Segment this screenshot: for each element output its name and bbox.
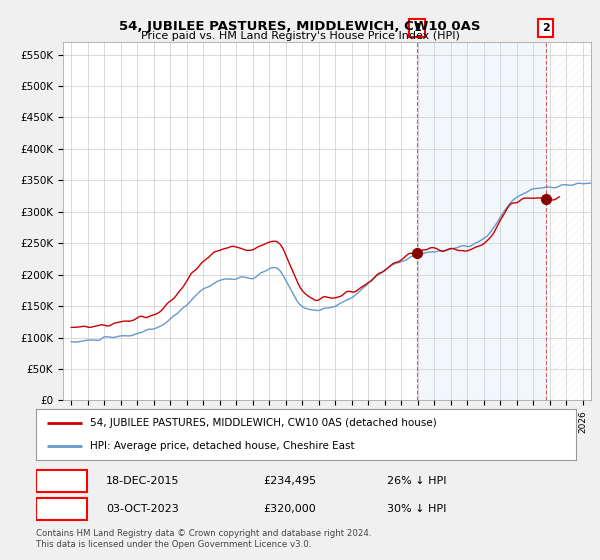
Text: HPI: Average price, detached house, Cheshire East: HPI: Average price, detached house, Ches… xyxy=(90,441,355,451)
Text: 54, JUBILEE PASTURES, MIDDLEWICH, CW10 0AS (detached house): 54, JUBILEE PASTURES, MIDDLEWICH, CW10 0… xyxy=(90,418,437,428)
FancyBboxPatch shape xyxy=(36,498,88,520)
Text: 2: 2 xyxy=(58,502,66,515)
Text: 18-DEC-2015: 18-DEC-2015 xyxy=(106,476,180,486)
Text: 2: 2 xyxy=(542,23,550,33)
Text: Price paid vs. HM Land Registry's House Price Index (HPI): Price paid vs. HM Land Registry's House … xyxy=(140,31,460,41)
FancyBboxPatch shape xyxy=(36,470,88,492)
Text: Contains HM Land Registry data © Crown copyright and database right 2024.
This d: Contains HM Land Registry data © Crown c… xyxy=(36,529,371,549)
Text: 30% ↓ HPI: 30% ↓ HPI xyxy=(387,504,446,514)
Text: £320,000: £320,000 xyxy=(263,504,316,514)
Text: £234,495: £234,495 xyxy=(263,476,316,486)
Text: 26% ↓ HPI: 26% ↓ HPI xyxy=(387,476,446,486)
Text: 1: 1 xyxy=(58,475,66,488)
Bar xyxy=(545,42,591,400)
Text: 1: 1 xyxy=(413,23,421,33)
Text: 54, JUBILEE PASTURES, MIDDLEWICH, CW10 0AS: 54, JUBILEE PASTURES, MIDDLEWICH, CW10 0… xyxy=(119,20,481,32)
Text: 03-OCT-2023: 03-OCT-2023 xyxy=(106,504,179,514)
Bar xyxy=(417,42,545,400)
